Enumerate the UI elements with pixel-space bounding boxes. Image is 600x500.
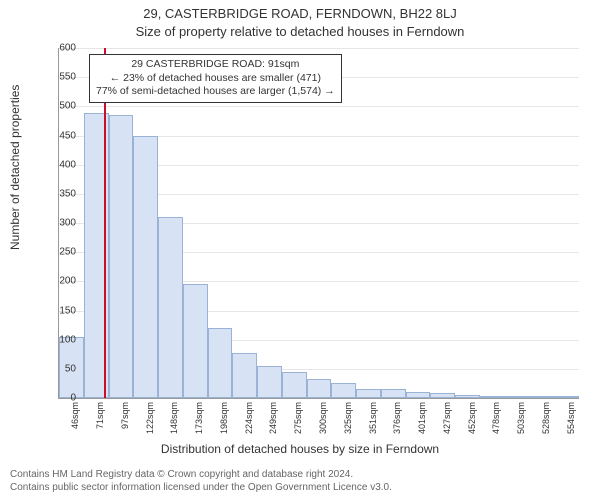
histogram-bar (183, 284, 208, 398)
x-tick-label: 554sqm (566, 402, 576, 442)
histogram-bar (232, 353, 257, 399)
y-tick-label: 350 (46, 188, 76, 199)
y-tick-label: 200 (46, 276, 76, 287)
x-tick-label: 478sqm (491, 402, 501, 442)
y-tick-label: 600 (46, 43, 76, 54)
x-tick-label: 452sqm (467, 402, 477, 442)
histogram-bar (554, 396, 579, 398)
x-tick-label: 122sqm (145, 402, 155, 442)
y-tick-label: 300 (46, 218, 76, 229)
x-tick-label: 249sqm (268, 402, 278, 442)
x-tick-label: 275sqm (293, 402, 303, 442)
page-title: 29, CASTERBRIDGE ROAD, FERNDOWN, BH22 8L… (0, 6, 600, 21)
gridline (59, 48, 579, 49)
x-tick-label: 46sqm (70, 402, 80, 442)
x-tick-label: 401sqm (417, 402, 427, 442)
histogram-bar (406, 392, 431, 398)
x-tick-label: 351sqm (368, 402, 378, 442)
footer-line2: Contains public sector information licen… (10, 481, 590, 494)
histogram-bar (331, 383, 356, 398)
x-tick-label: 173sqm (194, 402, 204, 442)
x-tick-label: 427sqm (442, 402, 452, 442)
histogram-bar (307, 379, 332, 398)
x-tick-label: 148sqm (169, 402, 179, 442)
y-tick-label: 250 (46, 247, 76, 258)
x-tick-label: 224sqm (244, 402, 254, 442)
x-tick-label: 71sqm (95, 402, 105, 442)
histogram-bar (480, 396, 505, 398)
annotation-box: 29 CASTERBRIDGE ROAD: 91sqm← 23% of deta… (89, 54, 342, 103)
x-tick-label: 198sqm (219, 402, 229, 442)
x-tick-label: 300sqm (318, 402, 328, 442)
chart-container: 29, CASTERBRIDGE ROAD, FERNDOWN, BH22 8L… (0, 0, 600, 500)
histogram-bar (257, 366, 282, 398)
histogram-bar (109, 115, 134, 398)
histogram-bar (455, 395, 480, 399)
footer-credits: Contains HM Land Registry data © Crown c… (10, 468, 590, 494)
y-tick-label: 150 (46, 305, 76, 316)
annotation-line1: 29 CASTERBRIDGE ROAD: 91sqm (96, 58, 335, 72)
plot-area: 29 CASTERBRIDGE ROAD: 91sqm← 23% of deta… (58, 48, 579, 399)
gridline (59, 106, 579, 107)
histogram-bar (381, 389, 406, 398)
x-tick-label: 503sqm (516, 402, 526, 442)
y-tick-label: 500 (46, 101, 76, 112)
histogram-bar (133, 136, 158, 399)
histogram-bar (356, 389, 381, 398)
histogram-bar (505, 396, 530, 398)
histogram-bar (158, 217, 183, 398)
annotation-line3: 77% of semi-detached houses are larger (… (96, 85, 335, 99)
footer-line1: Contains HM Land Registry data © Crown c… (10, 468, 590, 481)
x-tick-label: 528sqm (541, 402, 551, 442)
y-tick-label: 450 (46, 130, 76, 141)
histogram-bar (208, 328, 233, 398)
x-tick-label: 97sqm (120, 402, 130, 442)
x-tick-label: 325sqm (343, 402, 353, 442)
histogram-bar (529, 396, 554, 398)
x-tick-label: 376sqm (392, 402, 402, 442)
y-tick-label: 100 (46, 334, 76, 345)
y-tick-label: 50 (46, 363, 76, 374)
y-axis-label: Number of detached properties (8, 85, 22, 250)
y-tick-label: 550 (46, 72, 76, 83)
y-tick-label: 400 (46, 159, 76, 170)
histogram-bar (430, 393, 455, 398)
x-axis-label: Distribution of detached houses by size … (0, 442, 600, 456)
chart-subtitle: Size of property relative to detached ho… (0, 24, 600, 39)
annotation-line2: ← 23% of detached houses are smaller (47… (96, 72, 335, 86)
histogram-bar (282, 372, 307, 398)
